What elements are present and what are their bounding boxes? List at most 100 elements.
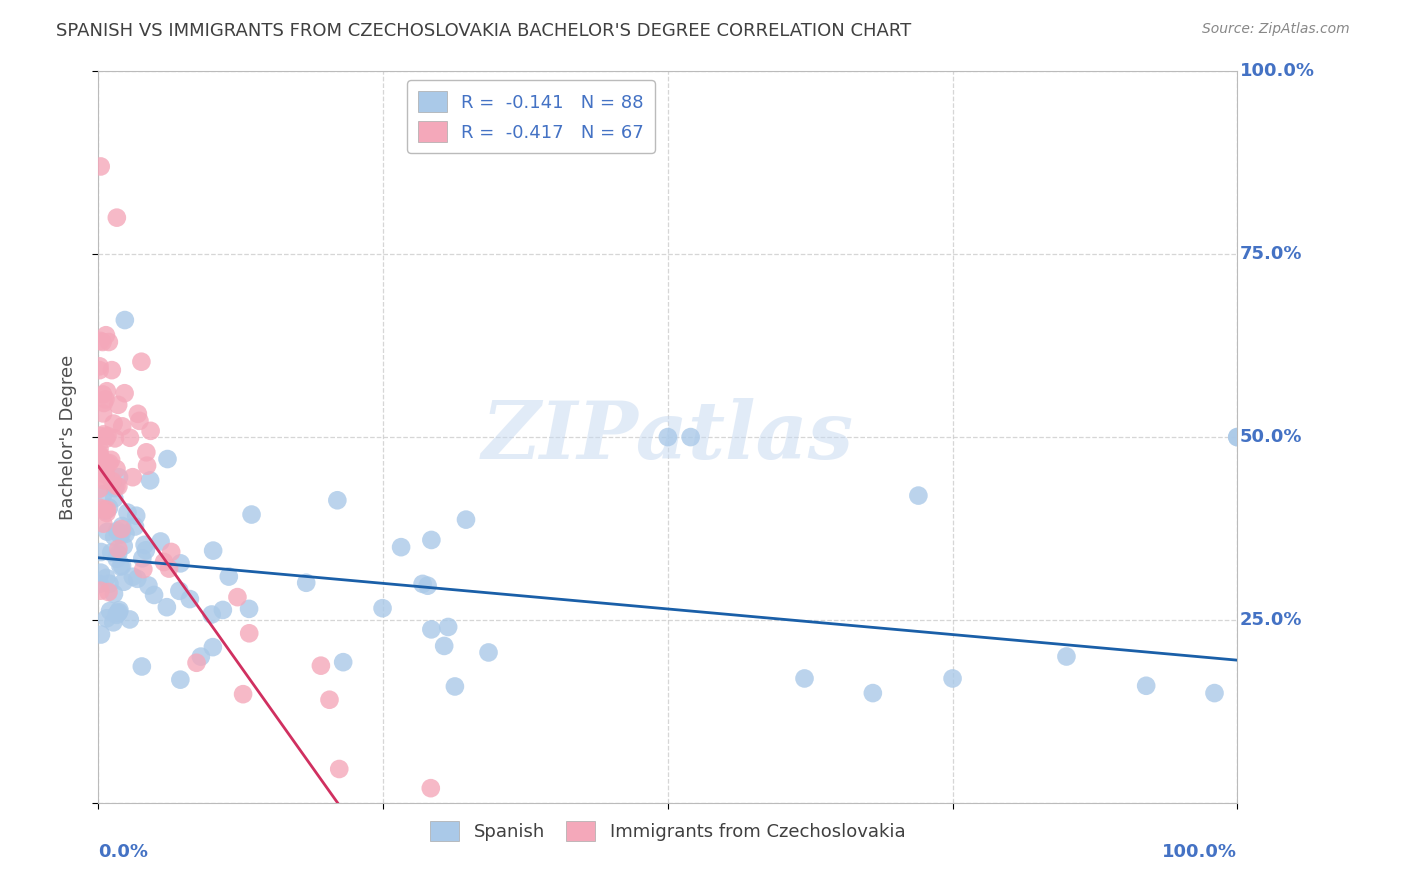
Point <box>437 620 460 634</box>
Point <box>103 530 125 544</box>
Point <box>127 407 149 421</box>
Point <box>108 470 131 484</box>
Point <box>93 396 115 410</box>
Point <box>108 603 131 617</box>
Point <box>90 566 112 580</box>
Point <box>131 551 153 566</box>
Point <box>149 534 172 549</box>
Point <box>91 406 114 420</box>
Point <box>112 539 135 553</box>
Point <box>132 562 155 576</box>
Point <box>131 659 153 673</box>
Point <box>212 603 235 617</box>
Point <box>108 605 131 619</box>
Point <box>1135 679 1157 693</box>
Point <box>89 500 111 515</box>
Point <box>89 442 111 457</box>
Point <box>907 489 929 503</box>
Point <box>179 592 201 607</box>
Point <box>96 506 118 520</box>
Point <box>135 445 157 459</box>
Point <box>91 516 114 531</box>
Point <box>420 533 443 547</box>
Text: Source: ZipAtlas.com: Source: ZipAtlas.com <box>1202 22 1350 37</box>
Point <box>131 355 153 369</box>
Point <box>98 576 121 591</box>
Point <box>111 519 134 533</box>
Point <box>139 474 162 488</box>
Point <box>101 474 124 488</box>
Point <box>232 687 254 701</box>
Point <box>96 456 118 470</box>
Point <box>100 545 122 559</box>
Point <box>135 543 157 558</box>
Point <box>420 623 443 637</box>
Point <box>942 672 965 686</box>
Point <box>332 655 354 669</box>
Point <box>326 493 349 508</box>
Point <box>94 392 117 407</box>
Text: 50.0%: 50.0% <box>1240 428 1302 446</box>
Text: 25.0%: 25.0% <box>1240 611 1302 629</box>
Point <box>111 558 134 573</box>
Point <box>107 479 129 493</box>
Point <box>295 575 318 590</box>
Point <box>419 781 441 796</box>
Point <box>138 578 160 592</box>
Point <box>91 334 114 349</box>
Point <box>477 645 499 659</box>
Point <box>89 583 111 598</box>
Point <box>89 363 111 377</box>
Point <box>156 452 179 467</box>
Point <box>124 519 146 533</box>
Point <box>107 398 129 412</box>
Point <box>134 538 156 552</box>
Point <box>93 502 115 516</box>
Point <box>389 540 412 554</box>
Point <box>103 587 125 601</box>
Point <box>1226 430 1249 444</box>
Point <box>103 417 125 431</box>
Point <box>114 313 136 327</box>
Point <box>309 658 332 673</box>
Point <box>96 571 118 585</box>
Point <box>94 504 117 518</box>
Text: ZIPatlas: ZIPatlas <box>482 399 853 475</box>
Point <box>96 502 118 516</box>
Point <box>89 359 111 374</box>
Point <box>202 543 225 558</box>
Point <box>89 464 111 478</box>
Y-axis label: Bachelor's Degree: Bachelor's Degree <box>59 354 77 520</box>
Point <box>96 429 118 443</box>
Point <box>121 570 143 584</box>
Point <box>1054 649 1078 664</box>
Point <box>103 491 125 506</box>
Point <box>1204 686 1226 700</box>
Point <box>156 600 179 615</box>
Text: 75.0%: 75.0% <box>1240 245 1302 263</box>
Point <box>110 526 132 541</box>
Point <box>96 611 118 625</box>
Point <box>238 626 260 640</box>
Point <box>169 583 191 598</box>
Point <box>94 474 117 488</box>
Point <box>104 431 127 445</box>
Point <box>169 557 191 571</box>
Point <box>105 479 128 493</box>
Point <box>105 607 128 622</box>
Point <box>89 482 111 496</box>
Point <box>89 447 111 461</box>
Point <box>91 487 114 501</box>
Point <box>416 579 439 593</box>
Legend: Spanish, Immigrants from Czechoslovakia: Spanish, Immigrants from Czechoslovakia <box>423 814 912 848</box>
Point <box>136 458 159 473</box>
Point <box>96 384 118 399</box>
Point <box>318 692 340 706</box>
Point <box>110 559 132 574</box>
Point <box>90 160 112 174</box>
Point <box>114 386 136 401</box>
Point <box>90 545 112 559</box>
Point <box>107 547 129 561</box>
Point <box>128 414 150 428</box>
Point <box>862 686 884 700</box>
